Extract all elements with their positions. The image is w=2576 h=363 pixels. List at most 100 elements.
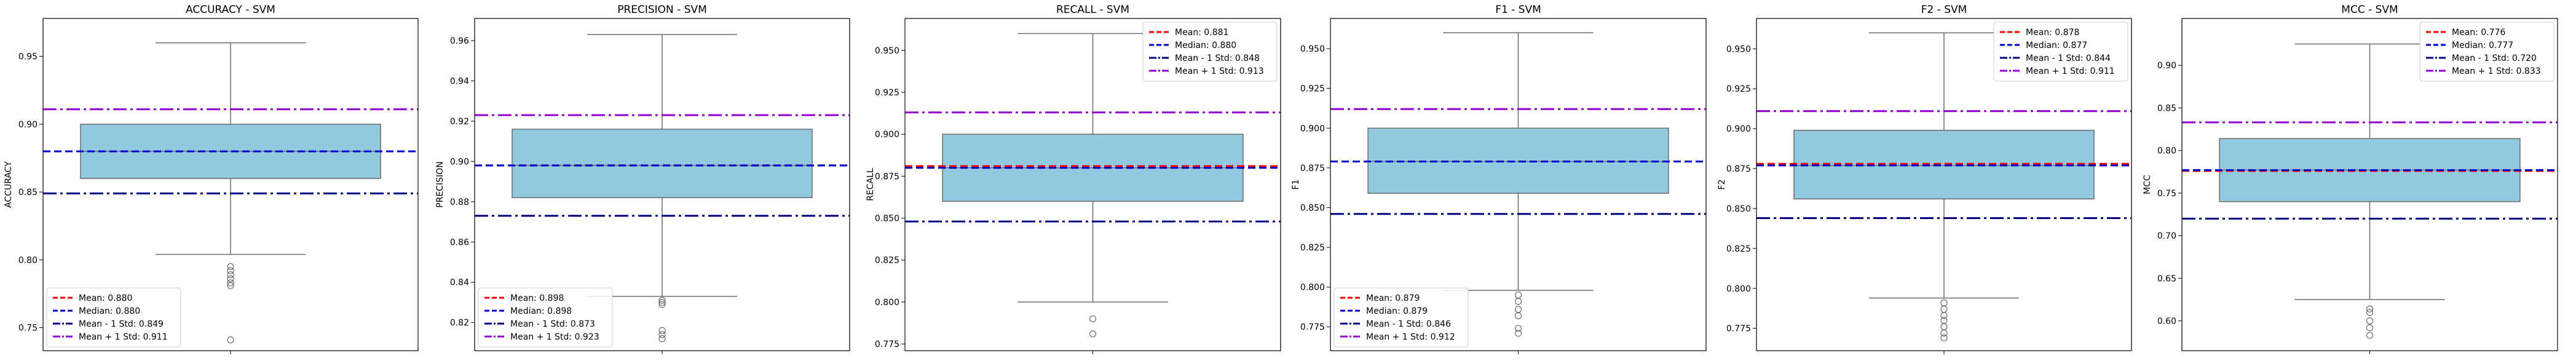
legend-mean-plus-std: Mean + 1 Std: 0.912 [1340, 332, 1455, 342]
legend-label: Mean - 1 Std: 0.849 [79, 319, 164, 329]
legend-mean: Mean: 0.881 [1149, 28, 1228, 38]
outlier-point [1940, 299, 1948, 306]
outlier-point [227, 279, 234, 287]
plot-frame [474, 18, 850, 351]
chart-panel-2: PRECISION - SVM PRECISION 0.82 0.84 0.86 0.88… [435, 4, 850, 354]
legend-box [1993, 22, 2128, 82]
y-tick-label: 0.65 [2157, 274, 2176, 284]
legend-mean-minus-std: Mean - 1 Std: 0.844 [2000, 54, 2111, 63]
legend-label: Mean - 1 Std: 0.844 [2026, 54, 2111, 63]
chart-panel-6: MCC - SVM MCC 0.60 0.65 0.70 0.75 0.80 0.85 0.90… [2143, 4, 2558, 354]
y-tick-label: 0.75 [18, 324, 38, 333]
legend-mean-plus-std: Mean + 1 Std: 0.833 [2426, 66, 2541, 76]
outlier-point [1940, 317, 1948, 324]
y-tick-label: 0.96 [450, 36, 469, 46]
chart-panel-1: ACCURACY - SVM ACCURACY 0.75 0.80 0.85 0.90 0.… [4, 4, 419, 354]
chart-title: F2 - SVM [1921, 4, 1967, 16]
outlier-point [1514, 325, 1522, 332]
outlier-point [1514, 312, 1522, 319]
legend: Mean: 0.879 Median: 0.879 Mean - 1 Std: 0.… [1333, 287, 1469, 348]
legend: Mean: 0.776 Median: 0.777 Mean - 1 Std: 0.… [2419, 22, 2554, 82]
legend-mean: Mean: 0.776 [2426, 28, 2505, 38]
outlier-point [1940, 329, 1948, 337]
outlier-point [1514, 306, 1522, 313]
legend-mean-plus-std: Mean + 1 Std: 0.911 [53, 332, 168, 342]
outlier-point [658, 298, 666, 306]
legend-label: Mean: 0.880 [79, 293, 132, 303]
legend-mean-minus-std: Mean - 1 Std: 0.846 [1340, 319, 1451, 329]
outlier-point [2366, 332, 2374, 339]
plot-frame [904, 18, 1281, 351]
outlier-point [227, 271, 234, 279]
y-tick-label: 0.825 [1726, 244, 1751, 254]
legend: Mean: 0.881 Median: 0.880 Mean - 1 Std: 0.… [1142, 22, 1278, 82]
legend: Mean: 0.878 Median: 0.877 Mean - 1 Std: 0.… [1993, 22, 2128, 82]
y-tick-label: 0.950 [875, 46, 899, 56]
outlier-point [1940, 305, 1948, 313]
legend-median: Median: 0.880 [53, 306, 140, 316]
y-axis-label: MCC [2143, 175, 2152, 194]
legend-label: Mean - 1 Std: 0.873 [510, 319, 595, 329]
legend-median: Median: 0.898 [484, 306, 572, 316]
legend-box [1142, 22, 1278, 82]
legend-mean-plus-std: Mean + 1 Std: 0.911 [2000, 66, 2115, 76]
y-tick-label: 0.82 [450, 318, 469, 328]
y-tick-label: 0.900 [1726, 124, 1751, 134]
y-tick-label: 0.85 [2157, 103, 2176, 113]
legend-median: Median: 0.879 [1340, 306, 1428, 316]
legend-label: Mean - 1 Std: 0.848 [1175, 54, 1260, 63]
legend-label: Mean + 1 Std: 0.923 [510, 332, 599, 342]
y-tick-label: 0.80 [18, 255, 38, 265]
chart-panel-3: RECALL - SVM RECALL 0.775 0.800 0.825 0.850 0.… [866, 4, 1281, 354]
legend-box [2419, 22, 2554, 82]
outlier-point [227, 267, 234, 274]
outlier-point [2366, 309, 2374, 316]
legend-label: Mean: 0.878 [2026, 28, 2079, 38]
legend-box [478, 287, 613, 348]
iqr-box [512, 129, 813, 199]
y-tick-label: 0.70 [2157, 231, 2176, 241]
plot-frame [2181, 18, 2558, 351]
legend-label: Mean: 0.881 [1175, 28, 1228, 38]
legend-label: Median: 0.880 [1175, 41, 1236, 50]
legend-mean-minus-std: Mean - 1 Std: 0.873 [484, 319, 595, 329]
legend-label: Mean + 1 Std: 0.833 [2452, 66, 2541, 76]
legend-label: Mean: 0.879 [1366, 293, 1420, 303]
outlier-point [658, 335, 666, 342]
outlier-point [2366, 324, 2374, 332]
legend-mean: Mean: 0.879 [1340, 293, 1420, 303]
legend-mean: Mean: 0.898 [484, 293, 564, 303]
legend-mean: Mean: 0.880 [53, 293, 132, 303]
y-tick-label: 0.825 [875, 256, 899, 266]
y-tick-label: 0.875 [1726, 164, 1751, 174]
legend-label: Mean + 1 Std: 0.913 [1175, 66, 1264, 76]
legend-box [1333, 287, 1469, 348]
outlier-point [227, 275, 234, 282]
y-tick-label: 0.800 [1300, 283, 1325, 293]
legend-median: Median: 0.880 [1149, 41, 1236, 50]
chart-panel-5: F2 - SVM F2 0.775 0.800 0.825 0.850 0.875 0.900… [1717, 4, 2132, 354]
outlier-point [658, 297, 666, 304]
y-tick-label: 0.825 [1300, 243, 1325, 253]
legend-label: Mean + 1 Std: 0.911 [79, 332, 168, 342]
legend-label: Median: 0.898 [510, 306, 572, 316]
legend-median: Median: 0.777 [2426, 41, 2513, 50]
y-tick-label: 0.84 [450, 278, 469, 288]
legend-label: Median: 0.880 [79, 306, 140, 316]
outlier-point [1940, 312, 1948, 319]
legend-label: Median: 0.879 [1366, 306, 1428, 316]
outlier-point [2366, 317, 2374, 325]
y-tick-label: 0.75 [2157, 189, 2176, 199]
plot-frame [1756, 18, 2132, 351]
y-tick-label: 0.90 [450, 157, 469, 167]
legend-mean-minus-std: Mean - 1 Std: 0.849 [53, 319, 164, 329]
y-tick-label: 0.90 [2157, 61, 2176, 71]
legend-label: Mean - 1 Std: 0.720 [2452, 54, 2537, 63]
outlier-point [227, 282, 234, 289]
y-tick-label: 0.775 [875, 340, 899, 349]
legend: Mean: 0.880 Median: 0.880 Mean - 1 Std: 0.… [46, 287, 181, 348]
y-tick-label: 0.800 [875, 298, 899, 308]
legend-mean-plus-std: Mean + 1 Std: 0.913 [1149, 66, 1264, 76]
legend-label: Mean: 0.898 [510, 293, 564, 303]
